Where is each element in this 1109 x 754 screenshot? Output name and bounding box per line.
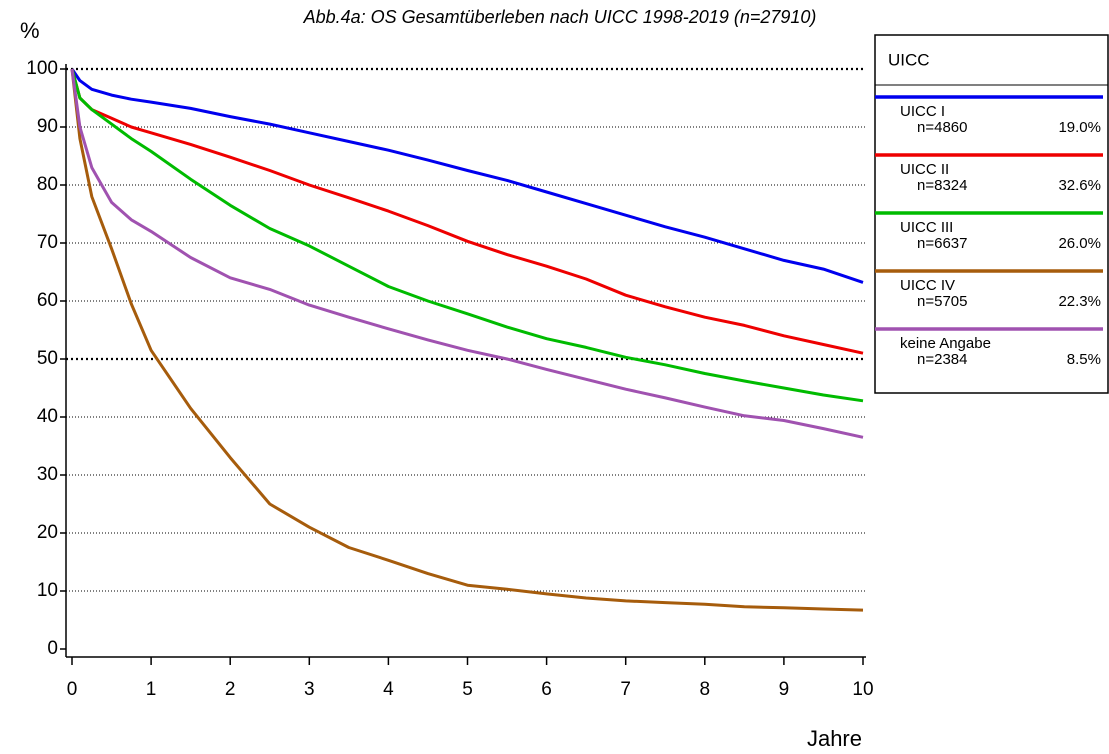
legend-label: UICC II	[900, 161, 949, 178]
x-tick-label: 7	[620, 679, 631, 700]
survival-curve	[70, 68, 864, 284]
legend-title: UICC	[888, 50, 930, 69]
x-tick-label: 4	[383, 679, 394, 700]
legend-label: UICC IV	[900, 277, 955, 294]
legend-count: n=5705	[917, 293, 967, 310]
legend-share: 26.0%	[1058, 235, 1101, 252]
legend-count: n=4860	[917, 119, 967, 136]
x-tick-label: 6	[541, 679, 552, 700]
legend-count: n=6637	[917, 235, 967, 252]
y-tick-label: 50	[37, 348, 58, 369]
survival-curve	[70, 68, 864, 612]
x-axis-label: Jahre	[807, 726, 862, 751]
legend-share: 32.6%	[1058, 177, 1101, 194]
y-tick-label: 60	[37, 290, 58, 311]
legend-label: UICC III	[900, 219, 953, 236]
x-tick-label: 0	[67, 679, 78, 700]
y-tick-label: 90	[37, 116, 58, 137]
y-tick-label: 70	[37, 232, 58, 253]
legend-count: n=8324	[917, 177, 967, 194]
survival-curve	[70, 68, 864, 355]
x-tick-label: 9	[779, 679, 790, 700]
y-tick-label: 80	[37, 174, 58, 195]
x-tick-label: 3	[304, 679, 315, 700]
x-tick-label: 8	[700, 679, 711, 700]
chart-title: Abb.4a: OS Gesamtüberleben nach UICC 199…	[303, 7, 817, 27]
y-tick-label: 0	[47, 638, 58, 659]
y-tick-label: 30	[37, 464, 58, 485]
x-tick-label: 5	[462, 679, 473, 700]
x-tick-label: 10	[852, 679, 873, 700]
y-tick-label: 20	[37, 522, 58, 543]
y-tick-label: 100	[26, 58, 58, 79]
x-tick-label: 2	[225, 679, 236, 700]
survival-curve	[70, 68, 864, 439]
legend-count: n=2384	[917, 351, 967, 368]
x-tick-label: 1	[146, 679, 157, 700]
legend-share: 22.3%	[1058, 293, 1101, 310]
legend-label: UICC I	[900, 103, 945, 120]
legend-share: 8.5%	[1067, 351, 1101, 368]
legend-label: keine Angabe	[900, 335, 991, 352]
y-tick-label: 40	[37, 406, 58, 427]
y-axis-label: %	[20, 18, 40, 43]
legend-share: 19.0%	[1058, 119, 1101, 136]
y-tick-label: 10	[37, 580, 58, 601]
survival-curve	[70, 68, 864, 403]
